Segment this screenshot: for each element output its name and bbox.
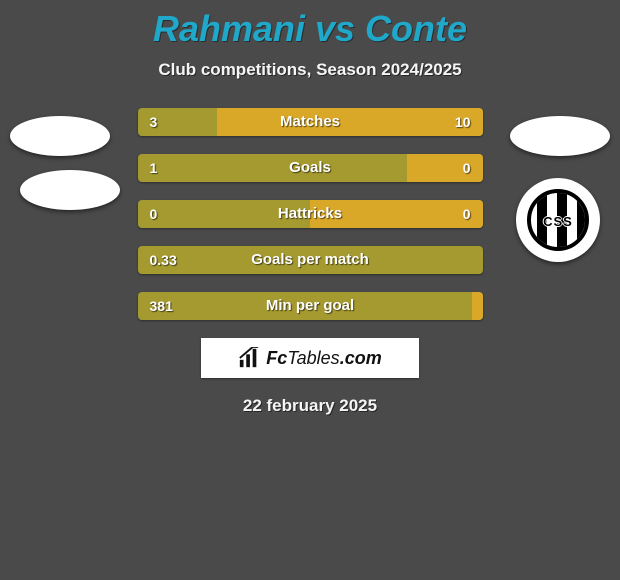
stat-label: Min per goal xyxy=(138,292,483,320)
stat-label: Goals xyxy=(138,154,483,182)
brand-strong: Fc xyxy=(266,348,287,368)
chart-icon xyxy=(238,347,260,369)
stat-value-right: 0 xyxy=(463,154,471,182)
stat-row: 1Goals0 xyxy=(138,154,483,182)
player-left-badge xyxy=(10,116,110,156)
brand-box[interactable]: FcTables.com xyxy=(201,338,419,378)
stats-container: 3Matches101Goals00Hattricks00.33Goals pe… xyxy=(138,108,483,320)
stat-label: Matches xyxy=(138,108,483,136)
page-title: Rahmani vs Conte xyxy=(0,0,620,50)
club-right-code: CSS xyxy=(531,214,585,229)
stat-row: 0.33Goals per match xyxy=(138,246,483,274)
stat-label: Hattricks xyxy=(138,200,483,228)
brand-light: Tables xyxy=(287,348,339,368)
date-text: 22 february 2025 xyxy=(0,396,620,416)
club-right-logo: CSS xyxy=(516,178,600,262)
subtitle: Club competitions, Season 2024/2025 xyxy=(0,60,620,80)
stat-row: 3Matches10 xyxy=(138,108,483,136)
stat-value-right: 10 xyxy=(455,108,471,136)
brand-suffix: .com xyxy=(340,348,382,368)
stat-label: Goals per match xyxy=(138,246,483,274)
stat-row: 381Min per goal xyxy=(138,292,483,320)
stat-value-right: 0 xyxy=(463,200,471,228)
brand-text: FcTables.com xyxy=(266,348,381,369)
player-right-badge xyxy=(510,116,610,156)
stat-row: 0Hattricks0 xyxy=(138,200,483,228)
player-left-badge-2 xyxy=(20,170,120,210)
